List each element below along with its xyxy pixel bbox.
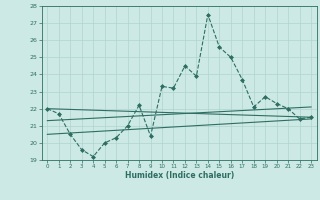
X-axis label: Humidex (Indice chaleur): Humidex (Indice chaleur) (124, 171, 234, 180)
